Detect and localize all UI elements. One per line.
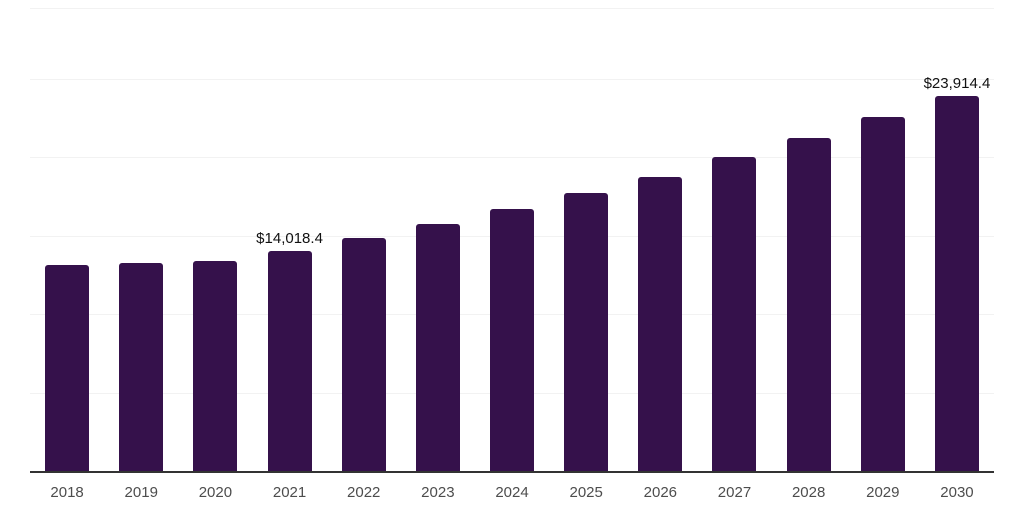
gridline bbox=[30, 8, 994, 9]
bar-slot-2020 bbox=[178, 8, 252, 471]
bar-slot-2023 bbox=[401, 8, 475, 471]
gridline bbox=[30, 78, 994, 80]
bar-2030[interactable] bbox=[934, 95, 979, 471]
x-axis-label-2029: 2029 bbox=[866, 484, 900, 501]
bar-slot-2025 bbox=[549, 8, 623, 471]
x-axis-label-2019: 2019 bbox=[124, 484, 158, 501]
bar-slot-2022 bbox=[327, 8, 401, 471]
bar-2027[interactable] bbox=[712, 157, 757, 471]
bar-2024[interactable] bbox=[490, 208, 535, 471]
x-axis-line bbox=[30, 471, 994, 473]
data-label-2021: $14,018.4 bbox=[256, 229, 323, 247]
bar-2020[interactable] bbox=[193, 260, 238, 471]
gridline bbox=[30, 157, 994, 159]
bar-2021[interactable] bbox=[267, 250, 312, 471]
bar-2019[interactable] bbox=[119, 263, 164, 471]
x-axis-label-2021: 2021 bbox=[272, 484, 307, 501]
bar-slot-2030: $23,914.4 bbox=[920, 8, 994, 471]
x-axis-label-2027: 2027 bbox=[717, 484, 752, 501]
bar-2028[interactable] bbox=[786, 138, 831, 471]
bar-2026[interactable] bbox=[638, 176, 683, 471]
x-axis-label-2026: 2026 bbox=[643, 484, 678, 501]
bar-slot-2026 bbox=[623, 8, 697, 471]
bar-slot-2024 bbox=[475, 8, 549, 471]
bar-slot-2028 bbox=[772, 8, 846, 471]
plot-area: $14,018.4 $23,914.4 bbox=[30, 8, 994, 471]
x-axis-label-2024: 2024 bbox=[495, 484, 529, 501]
x-axis-label-2018: 2018 bbox=[50, 484, 84, 501]
bar-2025[interactable] bbox=[564, 193, 609, 471]
bar-slot-2029 bbox=[846, 8, 920, 471]
x-axis-label-2028: 2028 bbox=[791, 484, 826, 501]
bar-2023[interactable] bbox=[415, 223, 460, 471]
bar-slot-2019 bbox=[104, 8, 178, 471]
x-axis-label-2023: 2023 bbox=[421, 484, 455, 501]
bar-2018[interactable] bbox=[45, 265, 90, 471]
x-axis-label-2025: 2025 bbox=[569, 484, 603, 501]
bar-slot-2027 bbox=[697, 8, 771, 471]
bars-row: $14,018.4 $23,914.4 bbox=[30, 8, 994, 471]
data-label-2030: $23,914.4 bbox=[923, 74, 991, 92]
bar-2029[interactable] bbox=[860, 117, 905, 471]
x-axis-label-2030: 2030 bbox=[940, 484, 974, 501]
x-axis-label-2020: 2020 bbox=[198, 484, 233, 501]
bar-slot-2021: $14,018.4 bbox=[252, 8, 326, 471]
x-axis-label-2022: 2022 bbox=[347, 484, 381, 501]
bar-2022[interactable] bbox=[341, 237, 386, 471]
bar-slot-2018 bbox=[30, 8, 104, 471]
x-axis: 2018 2019 2020 2021 2022 2023 2024 2025 2026 2027… bbox=[30, 484, 994, 502]
